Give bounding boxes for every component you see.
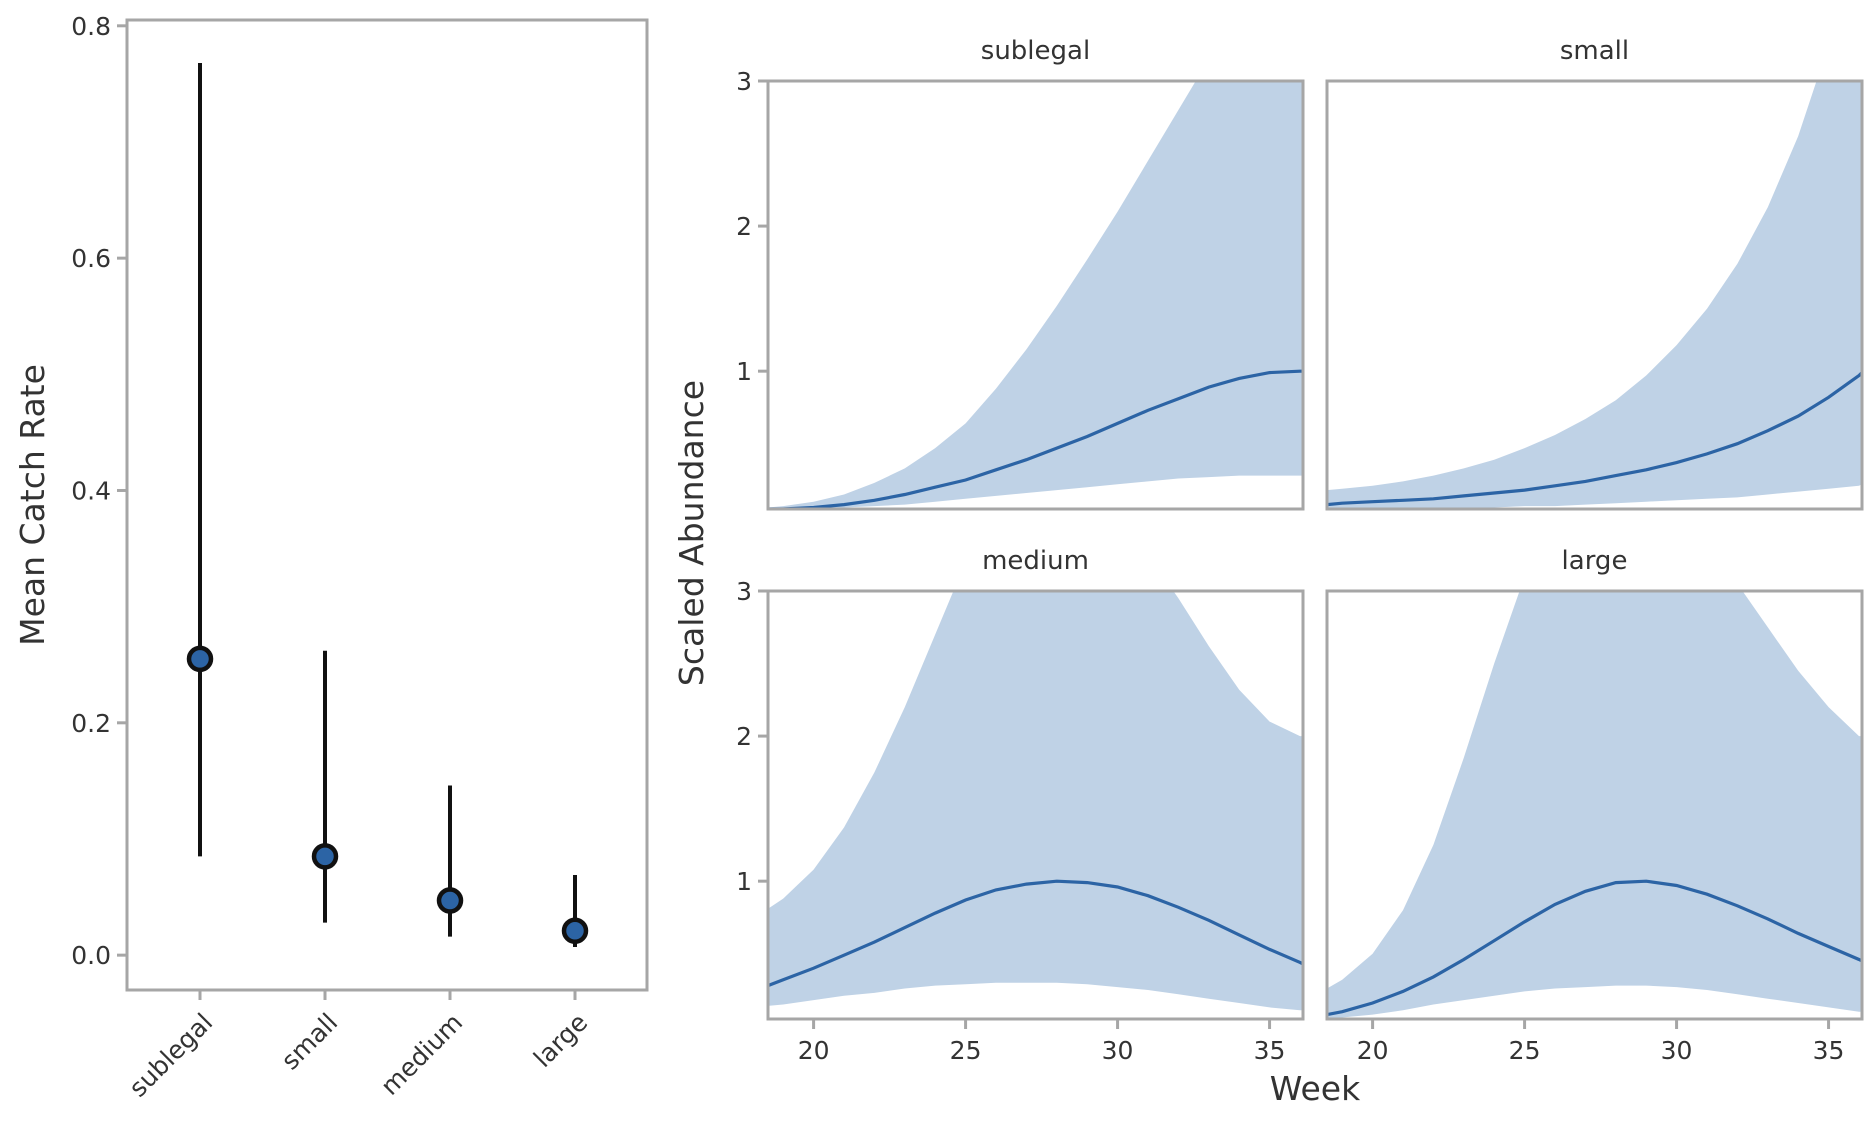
point-large	[561, 917, 589, 945]
week-x-axis-label: Week	[1270, 1069, 1361, 1108]
facet-plot-area	[1327, 81, 1862, 509]
facet-plot-area	[768, 81, 1303, 509]
point-medium	[436, 887, 464, 914]
facet-large: large 20 25 30 35	[1325, 546, 1864, 1065]
mean-line-medium	[768, 879, 1303, 988]
confidence-band-large	[1327, 591, 1862, 1019]
y-tick-label: 3	[736, 67, 752, 96]
scaled-abundance-facets: sublegal 1 2 3 small medium 1 2 3 20 25 30 35 large 20…	[736, 36, 1864, 1065]
x-tick-label: 25	[1509, 1036, 1541, 1065]
facet-small: small	[1325, 36, 1864, 511]
x-tick-label-medium: medium	[375, 1008, 468, 1101]
x-tick-label: 35	[1813, 1036, 1845, 1065]
x-tick-label: 35	[1254, 1036, 1286, 1065]
x-tick-label: 20	[1357, 1036, 1389, 1065]
point-small	[311, 843, 339, 870]
catch-rate-marks	[186, 62, 589, 948]
mean-line-sublegal	[768, 369, 1303, 509]
catch-rate-y-axis-label: Mean Catch Rate	[13, 364, 52, 646]
catch-rate-x-axis: sublegal small medium large	[123, 990, 593, 1103]
facet-medium: medium 1 2 3 20 25 30 35	[736, 546, 1305, 1065]
facet-frame	[766, 589, 1305, 1021]
facet-plot-area	[1327, 591, 1862, 1019]
x-tick-label: 30	[1661, 1036, 1693, 1065]
facet-frame	[1325, 79, 1864, 511]
confidence-band-sublegal	[768, 81, 1303, 509]
x-tick-label-small: small	[276, 1008, 344, 1076]
facet-title-large: large	[1562, 546, 1628, 576]
x-tick-label-sublegal: sublegal	[123, 1008, 218, 1103]
y-tick-label: 2	[736, 212, 752, 241]
facet-title-sublegal: sublegal	[981, 36, 1090, 66]
point-sublegal	[186, 645, 214, 673]
y-tick-label: 1	[736, 357, 752, 386]
facet-title-small: small	[1560, 36, 1629, 66]
y-tick-label: 0.8	[71, 12, 111, 41]
x-tick-label-large: large	[528, 1008, 593, 1073]
y-tick-label: 2	[736, 722, 752, 751]
catch-rate-plot-frame	[125, 18, 649, 992]
y-tick-label: 3	[736, 577, 752, 606]
x-tick-label: 30	[1102, 1036, 1134, 1065]
mean-line-small	[1327, 371, 1862, 507]
y-tick-label: 0.6	[71, 244, 111, 273]
y-tick-label: 0.4	[71, 476, 111, 505]
y-tick-label: 0.0	[71, 941, 111, 970]
facet-frame	[1325, 589, 1864, 1021]
catch-rate-panel: 0.0 0.2 0.4 0.6 0.8 sublegal small medium large…	[13, 12, 649, 1103]
catch-rate-y-axis: 0.0 0.2 0.4 0.6 0.8	[71, 12, 127, 970]
mean-line-large	[1327, 879, 1862, 1017]
y-tick-label: 1	[736, 867, 752, 896]
y-tick-label: 0.2	[71, 709, 111, 738]
facet-frame	[766, 79, 1305, 511]
scaled-abundance-y-axis-label: Scaled Abundance	[672, 380, 711, 686]
x-tick-label: 20	[798, 1036, 830, 1065]
x-tick-label: 25	[950, 1036, 982, 1065]
facet-title-medium: medium	[982, 546, 1089, 576]
facet-plot-area	[768, 591, 1303, 1011]
facet-sublegal: sublegal 1 2 3	[736, 36, 1305, 511]
confidence-band-small	[1327, 81, 1862, 509]
